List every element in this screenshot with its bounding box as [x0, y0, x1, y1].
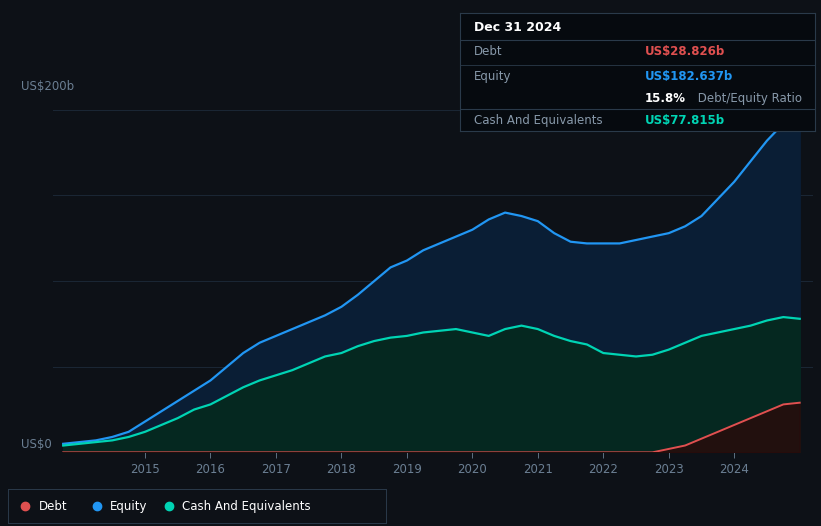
Text: Dec 31 2024: Dec 31 2024 — [475, 21, 562, 34]
Text: 15.8%: 15.8% — [644, 92, 686, 105]
Text: US$77.815b: US$77.815b — [644, 115, 725, 127]
Text: US$0: US$0 — [21, 438, 51, 451]
Text: Debt: Debt — [475, 45, 502, 58]
Text: Debt/Equity Ratio: Debt/Equity Ratio — [695, 92, 802, 105]
Text: US$200b: US$200b — [21, 80, 74, 93]
Text: US$28.826b: US$28.826b — [644, 45, 725, 58]
Text: Equity: Equity — [110, 500, 148, 513]
Text: US$182.637b: US$182.637b — [644, 69, 733, 83]
Text: Cash And Equivalents: Cash And Equivalents — [182, 500, 310, 513]
Text: Debt: Debt — [39, 500, 67, 513]
Text: Equity: Equity — [475, 69, 511, 83]
Text: Cash And Equivalents: Cash And Equivalents — [475, 115, 603, 127]
